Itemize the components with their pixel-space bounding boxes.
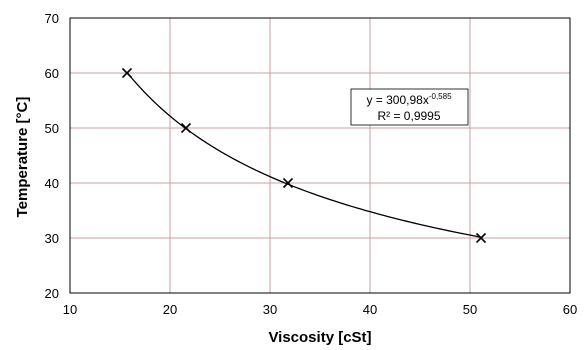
y-tick-label: 60 bbox=[45, 66, 59, 81]
y-tick-label: 70 bbox=[45, 11, 59, 26]
r-squared-label: R² = 0,9995 bbox=[377, 109, 440, 123]
y-tick-label: 20 bbox=[45, 286, 59, 301]
x-tick-label: 20 bbox=[163, 302, 177, 317]
y-tick-label: 30 bbox=[45, 231, 59, 246]
data-point-marker bbox=[121, 67, 133, 79]
markers-group bbox=[121, 67, 487, 244]
x-tick-label: 10 bbox=[63, 302, 77, 317]
equation-prefix: y = 300,98x bbox=[366, 93, 428, 107]
x-axis-title: Viscosity [cSt] bbox=[268, 329, 371, 346]
x-tick-label: 50 bbox=[463, 302, 477, 317]
y-tick-labels: 20 30 40 50 60 70 bbox=[45, 11, 59, 301]
x-tick-label: 40 bbox=[363, 302, 377, 317]
trendline-annotation: y = 300,98x-0,585 R² = 0,9995 bbox=[350, 88, 469, 126]
equation-exponent: -0,585 bbox=[429, 92, 452, 101]
x-tick-labels: 10 20 30 40 50 60 bbox=[63, 302, 577, 317]
data-point-marker bbox=[475, 232, 487, 244]
x-tick-label: 30 bbox=[263, 302, 277, 317]
data-point-marker bbox=[180, 122, 192, 134]
annotation-box bbox=[350, 88, 469, 126]
y-tick-label: 40 bbox=[45, 176, 59, 191]
y-tick-label: 50 bbox=[45, 121, 59, 136]
x-tick-label: 60 bbox=[563, 302, 577, 317]
y-axis-title: Temperature [°C] bbox=[14, 97, 31, 218]
plot-frame bbox=[69, 17, 571, 294]
grid bbox=[70, 18, 570, 293]
data-point-marker bbox=[282, 177, 294, 189]
equation-label: y = 300,98x-0,585 bbox=[366, 92, 452, 107]
